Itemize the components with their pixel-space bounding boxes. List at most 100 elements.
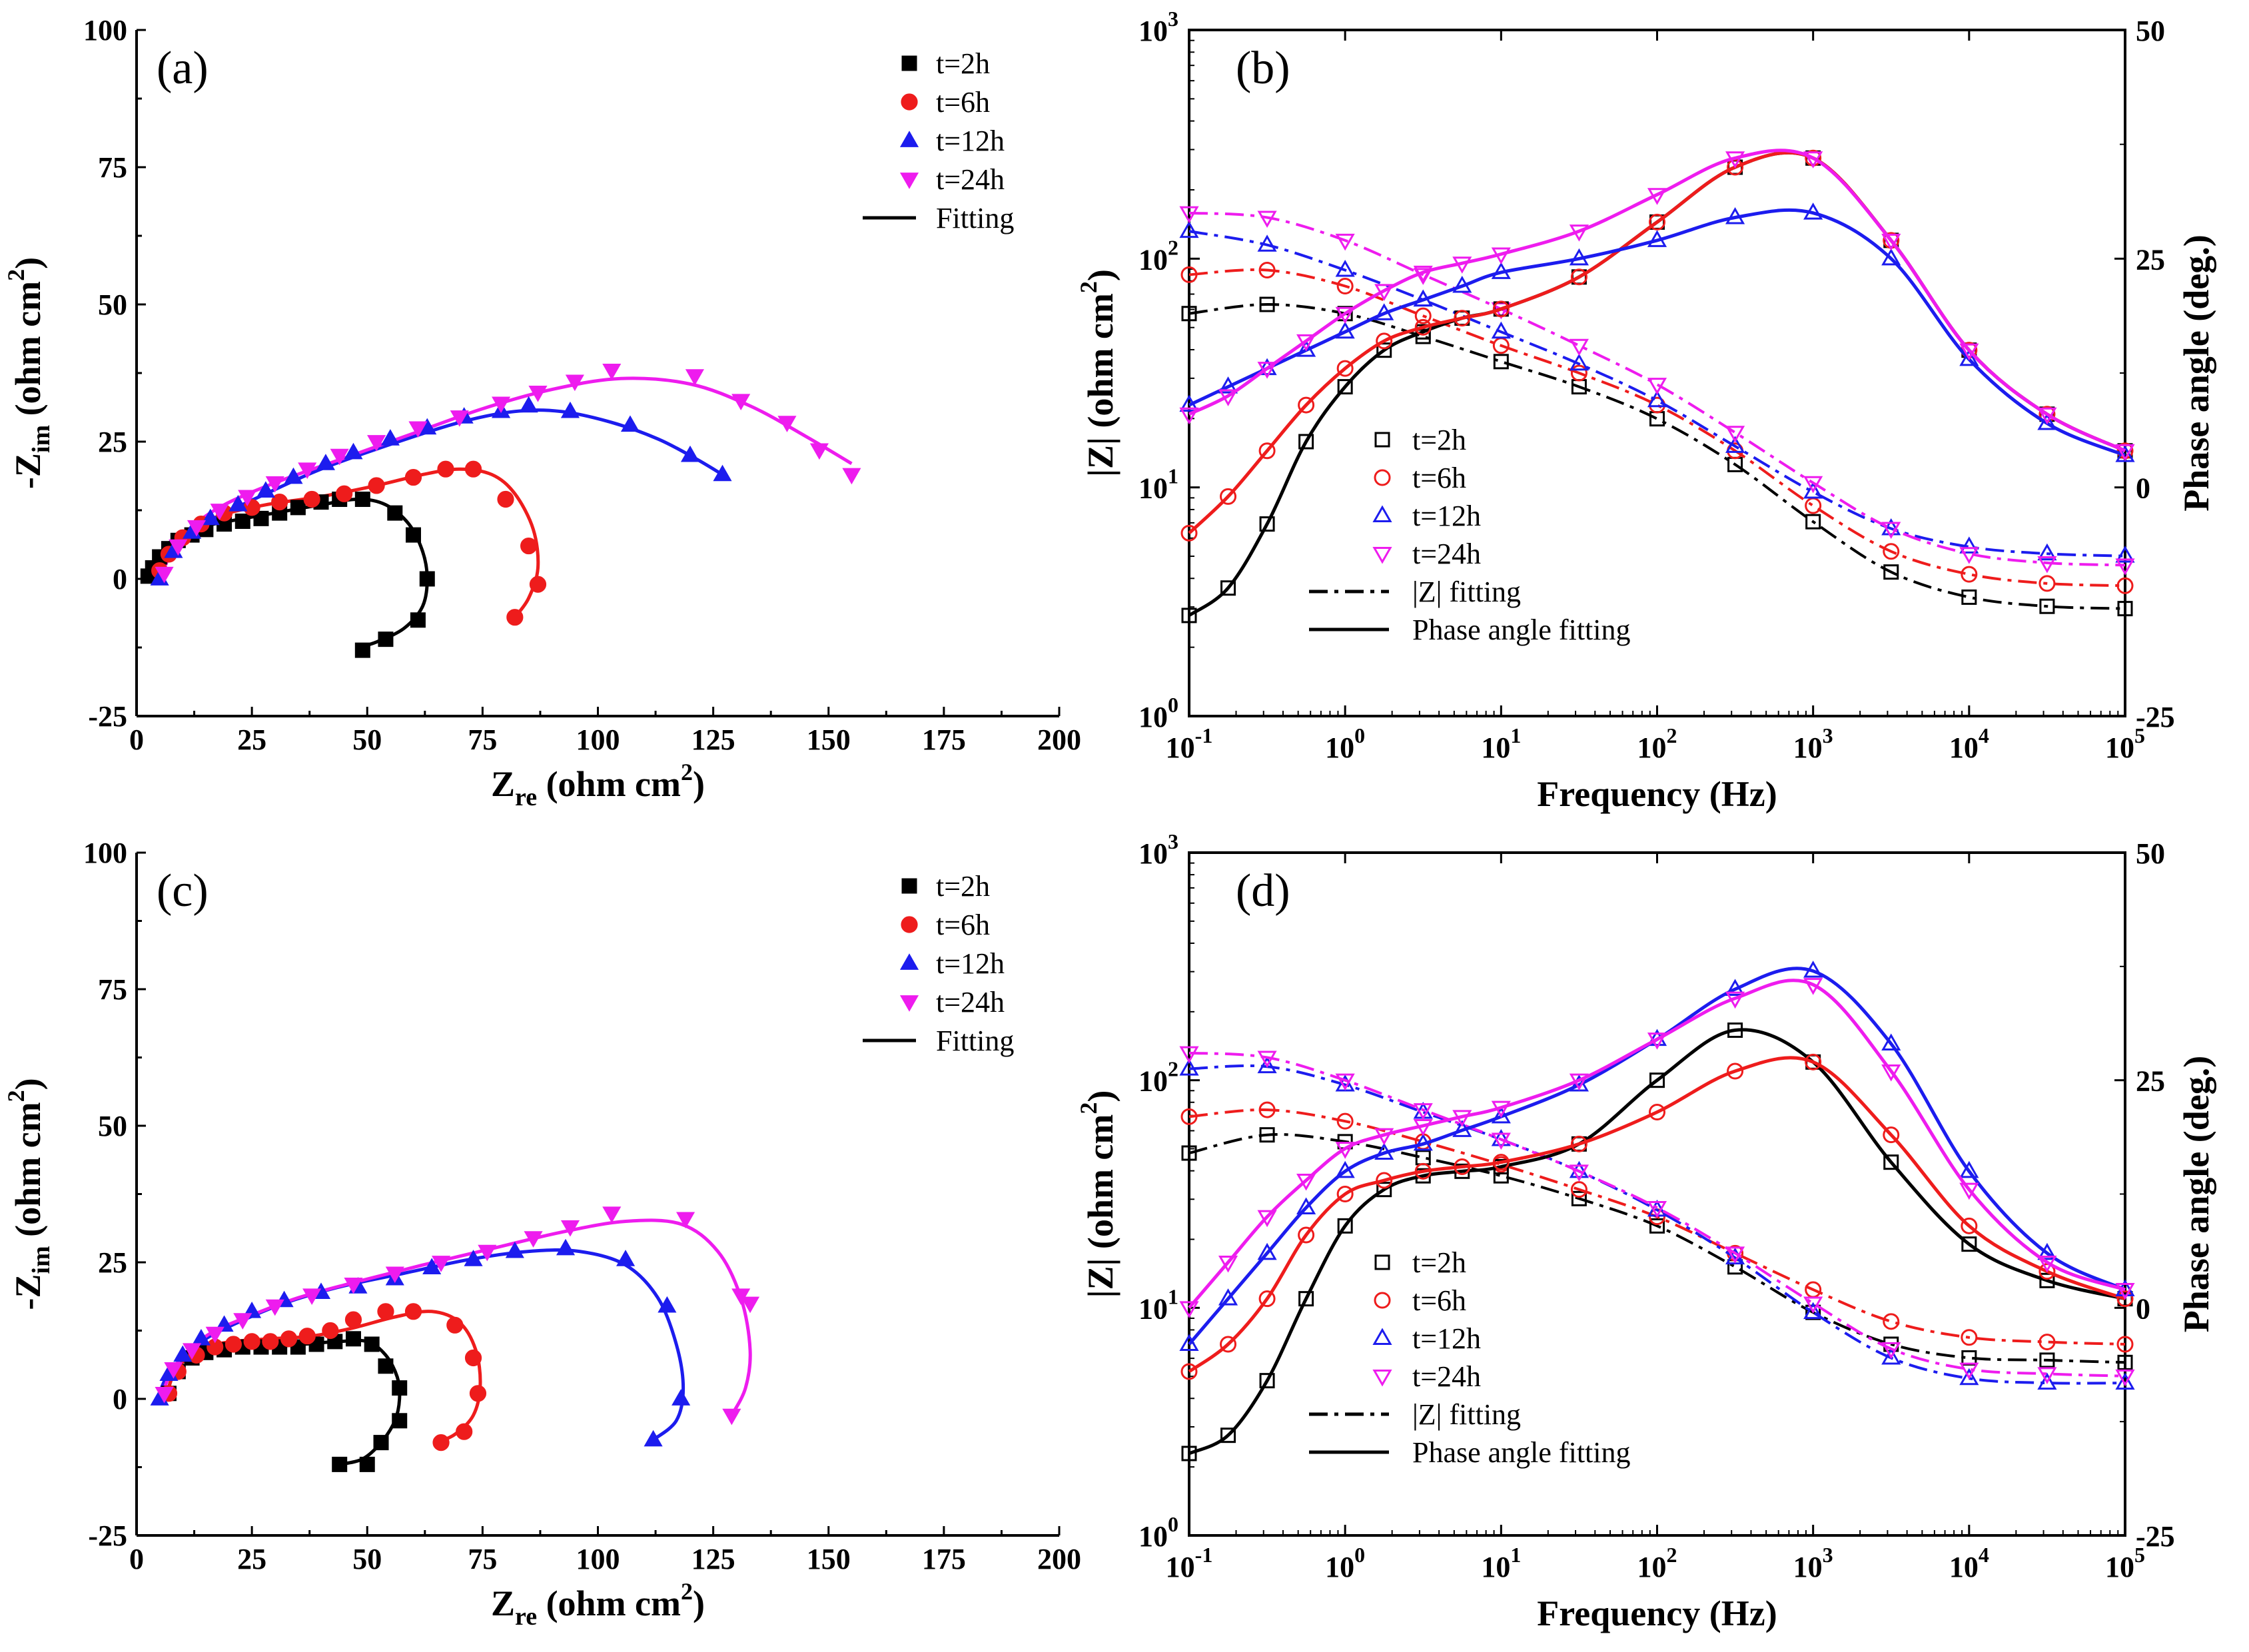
data-point	[520, 537, 538, 555]
text-part: 2	[1168, 1057, 1178, 1081]
y-tick-label: 101	[1138, 1284, 1178, 1325]
data-point	[303, 490, 320, 508]
modulus-point	[2115, 558, 2135, 576]
phase-point	[1258, 442, 1276, 460]
y-tick-label: 103	[1138, 7, 1178, 47]
data-point	[210, 504, 229, 520]
text-part: 10	[1949, 1551, 1979, 1583]
phase-point	[1298, 434, 1314, 450]
legend-marker	[1374, 1292, 1391, 1309]
phase-point	[1414, 1162, 1432, 1180]
data-point	[377, 1303, 394, 1320]
y-tick-label: 100	[83, 837, 127, 869]
panel-label: (b)	[1236, 43, 1290, 94]
modulus-point	[1647, 390, 1667, 408]
modulus-point	[1805, 497, 1822, 514]
phase-point	[1413, 1133, 1433, 1151]
text-part: |Z| (ohm cm	[1081, 1114, 1121, 1298]
legend-label: |Z| fitting	[1412, 1398, 1521, 1431]
x-tick-label: 200	[1037, 1543, 1081, 1575]
phase-points-t12h	[1179, 203, 2135, 462]
modulus-point	[1491, 321, 1511, 339]
text-part: 0	[1354, 723, 1365, 747]
data-point	[505, 1241, 524, 1258]
phase-point	[2115, 444, 2135, 462]
modulus-point	[1569, 338, 1589, 356]
data-point	[560, 1220, 580, 1237]
panel-label: (a)	[157, 43, 209, 94]
legend-marker	[1374, 1254, 1390, 1270]
data-point	[225, 1336, 242, 1353]
legend-marker	[899, 131, 919, 147]
modulus-point	[1257, 234, 1277, 252]
text-part: 10	[1325, 1551, 1354, 1583]
legend-label: t=2h	[1412, 1246, 1466, 1279]
data-point	[385, 1266, 404, 1284]
text-part: )	[693, 1583, 705, 1623]
data-point	[777, 416, 797, 432]
phase-point	[1218, 1288, 1238, 1306]
data-point	[354, 642, 370, 658]
phase-point	[1803, 151, 1823, 169]
legend-marker	[899, 953, 919, 970]
data-point	[450, 410, 469, 427]
phase-point	[1180, 524, 1198, 542]
x-tick-label: 200	[1037, 723, 1081, 756]
data-point	[368, 477, 385, 494]
phase-point	[1569, 224, 1589, 242]
phase-point	[1452, 1110, 1472, 1127]
y-tick-label: 25	[98, 1246, 127, 1279]
data-point	[410, 612, 426, 628]
data-point	[422, 1258, 442, 1275]
data-point	[330, 448, 349, 466]
legend-marker	[1372, 547, 1392, 564]
phase-point	[1180, 1363, 1198, 1380]
data-point	[680, 445, 700, 462]
modulus-point	[1725, 1246, 1745, 1264]
phase-point	[2037, 1256, 2057, 1273]
y2-tick-label: 25	[2136, 1065, 2165, 1098]
text-part: 10	[1325, 731, 1354, 764]
text-part: 2	[1075, 1102, 1102, 1114]
x-tick-label: 75	[468, 723, 497, 756]
modulus-point	[1336, 278, 1354, 295]
text-part: Z	[491, 764, 515, 804]
phase-point	[1727, 1062, 1744, 1080]
phase-point	[1374, 1142, 1394, 1160]
modulus-point	[1491, 1132, 1511, 1150]
y-tick-label: 102	[1138, 235, 1178, 276]
text-part: 10	[1138, 701, 1168, 733]
legend-label: t=6h	[1412, 462, 1466, 494]
phase-point	[1570, 1135, 1587, 1152]
y2-tick-label: -25	[2136, 701, 2175, 733]
phase-fit-t2h	[1188, 1028, 2126, 1455]
y2-axis-label: Phase angle (deg.)	[2176, 234, 2216, 511]
modulus-point	[1258, 262, 1276, 278]
text-part: 5	[2134, 1543, 2145, 1567]
phase-points-t6h	[1180, 1053, 2134, 1380]
text-part: (ohm cm	[8, 281, 48, 425]
modulus-fit-t6h	[1188, 268, 2126, 588]
text-part: 0	[1168, 1512, 1178, 1536]
data-point	[602, 364, 622, 380]
modulus-point	[1335, 233, 1355, 251]
phase-point	[1259, 1373, 1275, 1389]
phase-point	[1335, 1160, 1355, 1178]
data-point	[506, 609, 524, 626]
modulus-points-t24h	[1179, 206, 2135, 576]
modulus-point	[1181, 306, 1197, 322]
phase-point	[1959, 348, 1979, 366]
fit-curve-t24h	[160, 376, 853, 574]
phase-point	[1881, 248, 1901, 266]
phase-point	[1218, 1256, 1238, 1273]
data-point	[155, 566, 174, 584]
phase-point	[1220, 488, 1237, 505]
phase-point	[1296, 1197, 1316, 1214]
data-point	[478, 1244, 497, 1262]
legend-label: Fitting	[936, 202, 1014, 234]
text-part: 2	[3, 269, 29, 281]
data-point	[187, 520, 207, 537]
phase-point	[1454, 1158, 1471, 1175]
phase-fit-t6h	[1188, 151, 2126, 535]
